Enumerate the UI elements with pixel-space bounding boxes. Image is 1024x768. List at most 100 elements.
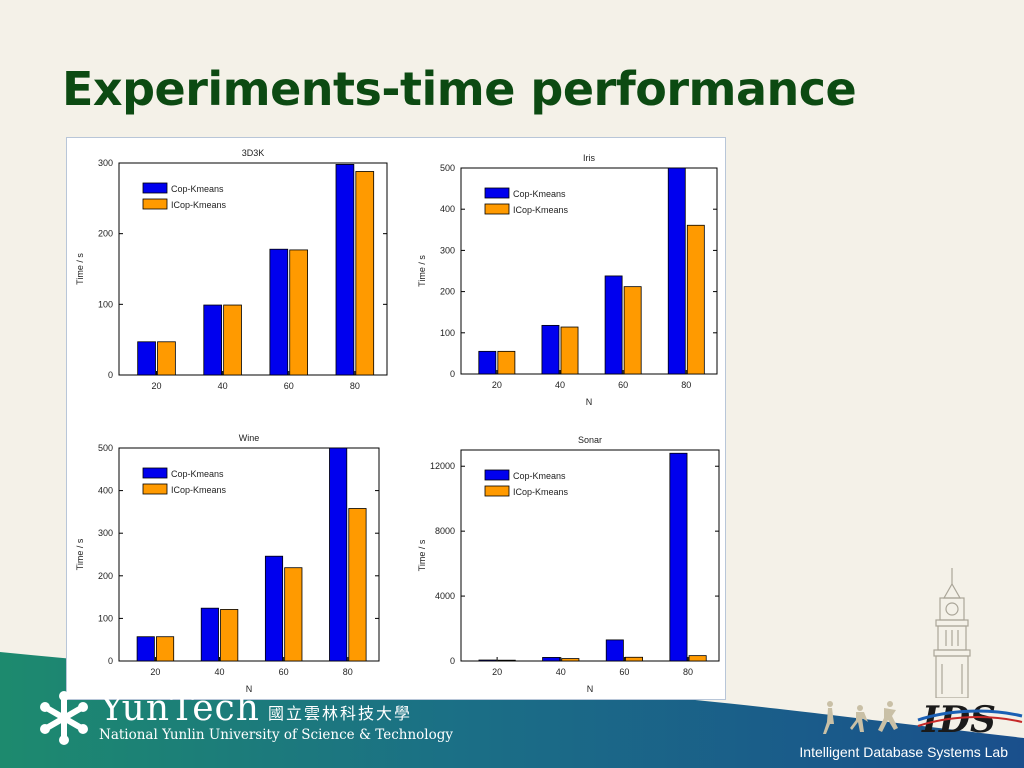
- bar-icop-80: [686, 224, 705, 375]
- x-tick-label: 80: [683, 667, 693, 677]
- snowflake-logo-icon: [40, 691, 88, 745]
- university-full-name: National Yunlin University of Science & …: [99, 727, 453, 743]
- legend-swatch: [484, 485, 510, 497]
- bar-cop-80: [669, 452, 688, 662]
- legend-swatch: [484, 187, 510, 199]
- x-tick-label: 60: [619, 667, 629, 677]
- y-tick-label: 12000: [430, 461, 455, 471]
- y-tick-label: 400: [440, 204, 455, 214]
- y-tick-label: 0: [108, 656, 113, 666]
- legend-swatch: [142, 182, 168, 194]
- y-tick-label: 300: [98, 158, 113, 168]
- slide-title: Experiments-time performance: [62, 62, 857, 116]
- legend-label: Cop-Kmeans: [171, 184, 224, 194]
- y-tick-label: 300: [440, 245, 455, 255]
- x-tick-label: 80: [681, 380, 691, 390]
- y-tick-label: 4000: [435, 591, 455, 601]
- x-axis-label: N: [586, 397, 593, 407]
- y-tick-label: 8000: [435, 526, 455, 536]
- legend-swatch: [484, 469, 510, 481]
- y-tick-label: 200: [98, 571, 113, 581]
- x-tick-label: 20: [492, 380, 502, 390]
- bar-icop-60: [284, 567, 303, 662]
- legend-swatch: [142, 467, 168, 479]
- chart-panel-iris: [460, 167, 718, 375]
- bar-icop-80: [355, 171, 375, 376]
- y-tick-label: 100: [98, 613, 113, 623]
- bar-cop-20: [478, 350, 497, 375]
- bar-icop-80: [348, 508, 367, 662]
- legend-label: ICop-Kmeans: [171, 200, 227, 210]
- legend-swatch: [142, 198, 168, 210]
- x-tick-label: 40: [555, 380, 565, 390]
- bar-icop-20: [497, 350, 516, 375]
- x-axis-label: N: [587, 684, 594, 694]
- bar-cop-80: [667, 167, 686, 375]
- lab-name: Intelligent Database Systems Lab: [799, 744, 1008, 760]
- bar-icop-40: [220, 609, 239, 662]
- x-tick-label: 20: [150, 667, 160, 677]
- y-tick-label: 100: [440, 328, 455, 338]
- legend-label: Cop-Kmeans: [513, 471, 566, 481]
- x-tick-label: 20: [492, 667, 502, 677]
- x-tick-label: 60: [279, 667, 289, 677]
- legend-label: ICop-Kmeans: [513, 205, 569, 215]
- bar-icop-60: [289, 249, 308, 376]
- bar-icop-60: [623, 286, 642, 375]
- chart-title: 3D3K: [242, 148, 265, 158]
- bar-cop-60: [605, 639, 624, 662]
- bar-icop-60: [625, 656, 643, 662]
- chart-panel-3d3k: [118, 162, 388, 376]
- bar-cop-40: [200, 607, 219, 662]
- university-name-en: YunTech: [100, 688, 260, 729]
- y-tick-label: 100: [98, 299, 113, 309]
- x-tick-label: 20: [152, 381, 162, 391]
- bar-cop-60: [264, 555, 284, 662]
- chart-title: Wine: [239, 433, 260, 443]
- university-name-zh: 國立雲林科技大學: [268, 704, 413, 723]
- x-axis-label: N: [246, 684, 253, 694]
- x-tick-label: 80: [343, 667, 353, 677]
- chart-title: Sonar: [578, 435, 602, 445]
- bar-cop-60: [604, 275, 623, 375]
- y-axis-label: Time / s: [75, 538, 85, 570]
- legend-label: Cop-Kmeans: [513, 189, 566, 199]
- bar-cop-20: [478, 659, 497, 662]
- chart-panel-wine: [118, 447, 380, 662]
- bar-cop-40: [542, 657, 561, 662]
- bar-cop-80: [329, 447, 348, 662]
- y-tick-label: 300: [98, 528, 113, 538]
- y-tick-label: 200: [440, 287, 455, 297]
- lab-logo-icon: IDS: [823, 699, 1023, 741]
- y-axis-label: Time / s: [75, 253, 85, 285]
- y-tick-label: 400: [98, 486, 113, 496]
- bar-cop-20: [136, 636, 155, 662]
- x-tick-label: 40: [556, 667, 566, 677]
- chart-panel-sonar: [460, 449, 720, 662]
- y-tick-label: 0: [450, 656, 455, 666]
- bar-icop-40: [561, 658, 580, 662]
- bar-icop-40: [560, 326, 579, 375]
- y-tick-label: 0: [450, 369, 455, 379]
- y-axis-label: Time / s: [417, 255, 427, 287]
- bar-icop-40: [223, 304, 242, 376]
- legend-swatch: [142, 483, 168, 495]
- bar-cop-20: [137, 341, 156, 376]
- x-tick-label: 40: [218, 381, 228, 391]
- bar-cop-60: [269, 248, 289, 376]
- bar-icop-20: [157, 341, 176, 376]
- bar-icop-20: [497, 659, 516, 662]
- x-tick-label: 60: [284, 381, 294, 391]
- y-tick-label: 500: [98, 443, 113, 453]
- x-tick-label: 80: [350, 381, 360, 391]
- legend-label: ICop-Kmeans: [171, 485, 227, 495]
- legend-label: ICop-Kmeans: [513, 487, 569, 497]
- bar-cop-40: [541, 324, 560, 375]
- bar-icop-80: [688, 655, 707, 662]
- bar-cop-80: [335, 164, 355, 376]
- y-axis-label: Time / s: [417, 539, 427, 571]
- legend-label: Cop-Kmeans: [171, 469, 224, 479]
- bar-icop-20: [156, 636, 175, 662]
- chart-figure: 0 100 200 300 20 40 60 80 3D3K Time / s Cop-Kmeans…: [66, 137, 726, 700]
